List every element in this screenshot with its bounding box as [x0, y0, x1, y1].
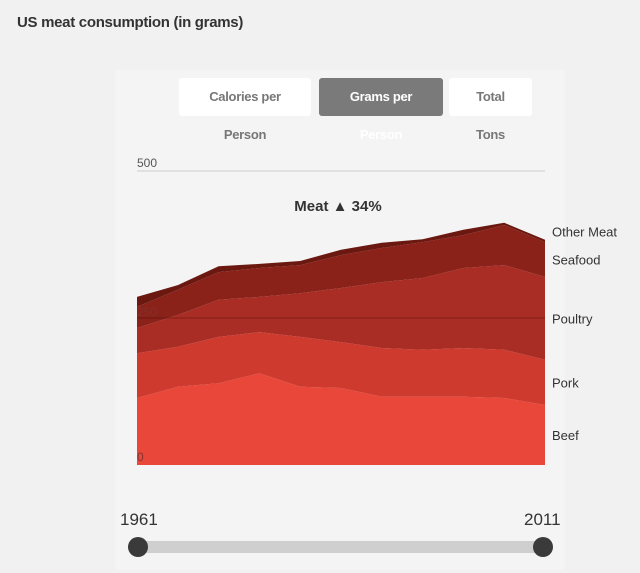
legend-label-other-meat: Other Meat [552, 224, 617, 239]
slider-end-handle[interactable] [533, 537, 553, 557]
legend-label-poultry: Poultry [552, 311, 593, 326]
total-tons-button[interactable]: Total Tons [449, 78, 532, 142]
slider-start-label: 1961 [120, 510, 158, 529]
legend-label-seafood: Seafood [552, 252, 600, 267]
grams-per-person-button[interactable]: Grams per Person [319, 78, 443, 142]
y-tick-label: 0 [137, 450, 144, 464]
legend-label-beef: Beef [552, 428, 579, 443]
y-tick-label: 250 [137, 305, 157, 319]
area-seafood [137, 225, 545, 328]
slider-start-handle[interactable] [128, 537, 148, 557]
change-annotation: Meat ▲ 34% [294, 198, 381, 215]
legend-label-pork: Pork [552, 375, 579, 390]
y-tick-label: 500 [137, 156, 157, 170]
page-title: US meat consumption (in grams) [17, 14, 244, 31]
area-pork [137, 332, 545, 406]
area-beef [137, 373, 545, 465]
year-slider-track[interactable] [137, 541, 543, 553]
calories-per-person-button[interactable]: Calories per Person [179, 78, 311, 142]
area-poultry [137, 265, 545, 360]
slider-end-label: 2011 [524, 510, 561, 529]
